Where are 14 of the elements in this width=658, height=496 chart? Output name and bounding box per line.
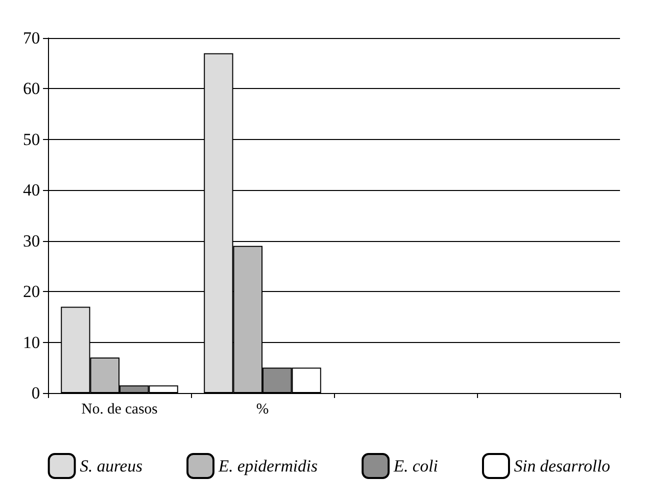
y-tick-label: 0 — [32, 384, 40, 402]
legend-label: Sin desarrollo — [514, 456, 610, 476]
legend-label: E. coli — [392, 456, 438, 476]
y-tick-label: 10 — [23, 332, 40, 352]
y-tick-label: 40 — [23, 180, 40, 200]
y-tick-label: 60 — [23, 79, 40, 98]
y-tick-label: 20 — [23, 282, 40, 302]
x-tick-label: No. de casos — [81, 402, 158, 418]
legend-label: E. epidermidis — [217, 456, 318, 476]
y-tick-label: 70 — [23, 28, 40, 48]
x-tick-label: % — [256, 402, 269, 418]
y-tick-label: 30 — [23, 231, 40, 250]
legend-label: S. aureus — [80, 456, 143, 476]
y-tick-label: 50 — [23, 130, 40, 149]
